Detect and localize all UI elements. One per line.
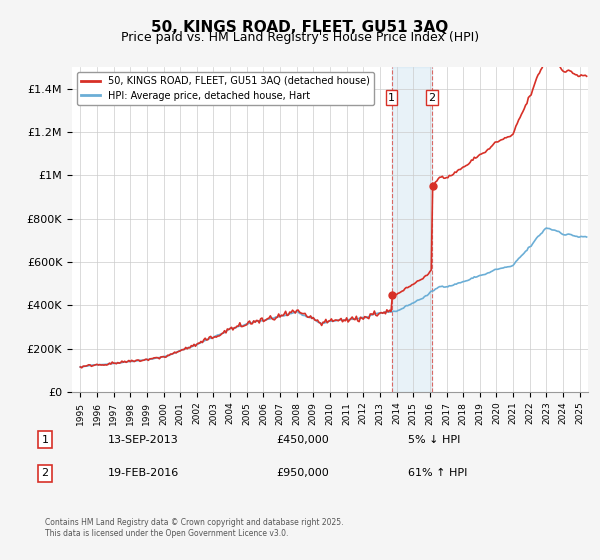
Text: 1: 1	[388, 92, 395, 102]
Text: 61% ↑ HPI: 61% ↑ HPI	[408, 468, 467, 478]
Text: 2: 2	[41, 468, 49, 478]
Text: 2: 2	[428, 92, 436, 102]
Text: 50, KINGS ROAD, FLEET, GU51 3AQ: 50, KINGS ROAD, FLEET, GU51 3AQ	[151, 20, 449, 35]
Text: Price paid vs. HM Land Registry's House Price Index (HPI): Price paid vs. HM Land Registry's House …	[121, 31, 479, 44]
Text: £950,000: £950,000	[276, 468, 329, 478]
Text: 13-SEP-2013: 13-SEP-2013	[108, 435, 179, 445]
Text: 1: 1	[41, 435, 49, 445]
Bar	[392, 67, 432, 392]
Text: Contains HM Land Registry data © Crown copyright and database right 2025.
This d: Contains HM Land Registry data © Crown c…	[45, 518, 343, 538]
Text: £450,000: £450,000	[276, 435, 329, 445]
Text: 19-FEB-2016: 19-FEB-2016	[108, 468, 179, 478]
Legend: 50, KINGS ROAD, FLEET, GU51 3AQ (detached house), HPI: Average price, detached h: 50, KINGS ROAD, FLEET, GU51 3AQ (detache…	[77, 72, 374, 105]
Text: 5% ↓ HPI: 5% ↓ HPI	[408, 435, 460, 445]
